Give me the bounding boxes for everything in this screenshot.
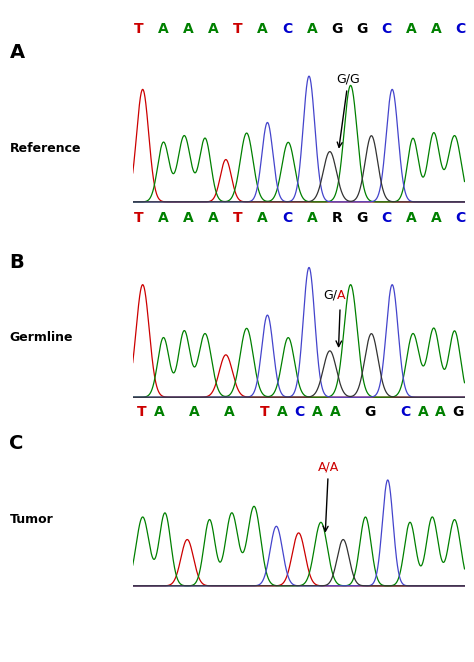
- Text: B: B: [9, 253, 24, 272]
- Text: A: A: [224, 404, 235, 419]
- Text: R: R: [331, 211, 342, 226]
- Text: A: A: [430, 22, 441, 36]
- Text: A: A: [430, 211, 441, 226]
- Text: A: A: [208, 211, 219, 226]
- Text: G: G: [365, 404, 376, 419]
- Text: G: G: [356, 211, 367, 226]
- Text: C: C: [381, 22, 392, 36]
- Text: G/G: G/G: [337, 72, 360, 148]
- Text: T: T: [233, 211, 243, 226]
- Text: T: T: [233, 22, 243, 36]
- Text: Reference: Reference: [9, 142, 81, 156]
- Text: A: A: [257, 211, 268, 226]
- Text: T: T: [134, 22, 144, 36]
- Text: A/A: A/A: [318, 460, 339, 531]
- Text: A: A: [329, 404, 340, 419]
- Text: A: A: [418, 404, 428, 419]
- Text: A: A: [158, 22, 169, 36]
- Text: A: A: [337, 289, 345, 302]
- Text: T: T: [260, 404, 269, 419]
- Text: A: A: [257, 22, 268, 36]
- Text: C: C: [400, 404, 410, 419]
- Text: A: A: [406, 22, 417, 36]
- Text: A: A: [307, 22, 318, 36]
- Text: A: A: [277, 404, 288, 419]
- Text: A: A: [406, 211, 417, 226]
- Text: C: C: [283, 22, 292, 36]
- Text: C: C: [9, 434, 24, 453]
- Text: G: G: [356, 22, 367, 36]
- Text: A: A: [189, 404, 200, 419]
- Text: G/: G/: [323, 289, 337, 302]
- Text: Tumor: Tumor: [9, 513, 53, 526]
- Text: C: C: [456, 22, 466, 36]
- Text: C: C: [381, 211, 392, 226]
- Text: A: A: [183, 22, 194, 36]
- Text: A: A: [312, 404, 323, 419]
- Text: A: A: [9, 43, 25, 62]
- Text: T: T: [137, 404, 146, 419]
- Text: Germline: Germline: [9, 331, 73, 344]
- Text: C: C: [456, 211, 466, 226]
- Text: A: A: [435, 404, 446, 419]
- Text: G: G: [452, 404, 464, 419]
- Text: T: T: [134, 211, 144, 226]
- Text: G: G: [331, 22, 343, 36]
- Text: A: A: [307, 211, 318, 226]
- Text: A: A: [183, 211, 194, 226]
- Text: C: C: [283, 211, 292, 226]
- Text: A: A: [154, 404, 164, 419]
- Text: A: A: [158, 211, 169, 226]
- Text: C: C: [295, 404, 305, 419]
- Text: A: A: [208, 22, 219, 36]
